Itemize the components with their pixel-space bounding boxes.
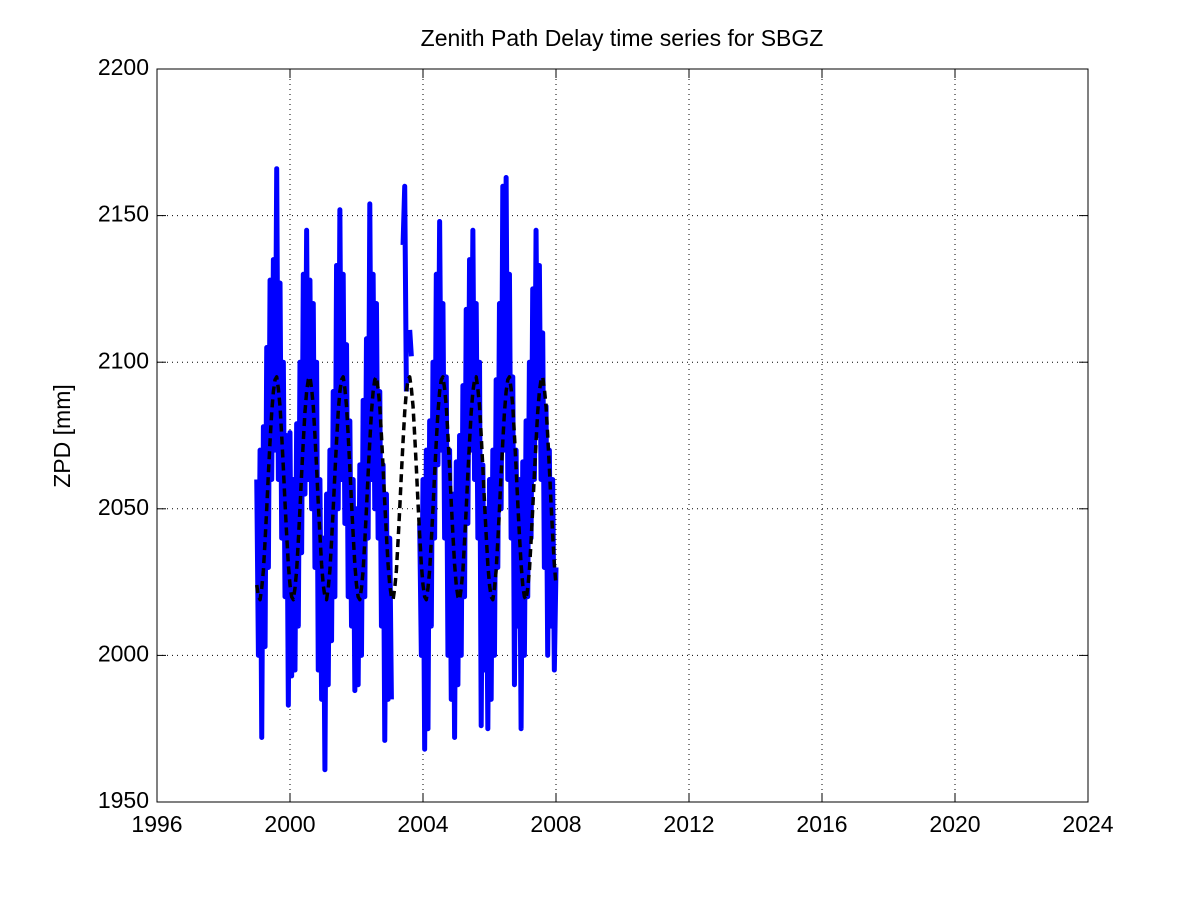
y-tick-label: 1950 xyxy=(98,787,149,813)
x-tick-label: 2024 xyxy=(1062,811,1113,837)
y-tick-label: 2100 xyxy=(98,347,149,373)
x-tick-label: 2020 xyxy=(929,811,980,837)
data-line xyxy=(254,166,559,773)
x-tick-label: 2016 xyxy=(796,811,847,837)
x-tick-label: 2012 xyxy=(663,811,714,837)
plot-frame xyxy=(156,68,1089,803)
chart-title: Zenith Path Delay time series for SBGZ xyxy=(421,25,824,51)
fit-line xyxy=(255,375,558,602)
y-tick-label: 2200 xyxy=(98,54,149,80)
y-tick-label: 2050 xyxy=(98,494,149,520)
x-tick-label: 2000 xyxy=(264,811,315,837)
y-axis-label: ZPD [mm] xyxy=(49,384,75,488)
x-tick-label: 2008 xyxy=(530,811,581,837)
x-tick-label: 1996 xyxy=(131,811,182,837)
y-tick-label: 2000 xyxy=(98,640,149,666)
x-tick-label: 2004 xyxy=(397,811,448,837)
y-tick-label: 2150 xyxy=(98,201,149,227)
